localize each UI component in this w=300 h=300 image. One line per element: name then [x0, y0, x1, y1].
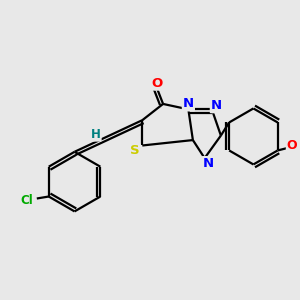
Text: S: S: [130, 144, 140, 158]
Text: O: O: [287, 140, 297, 152]
Text: N: N: [211, 99, 222, 112]
Text: Cl: Cl: [21, 194, 33, 207]
Text: N: N: [203, 157, 214, 170]
Text: N: N: [183, 98, 194, 110]
Text: H: H: [91, 128, 101, 141]
Text: O: O: [151, 77, 162, 90]
